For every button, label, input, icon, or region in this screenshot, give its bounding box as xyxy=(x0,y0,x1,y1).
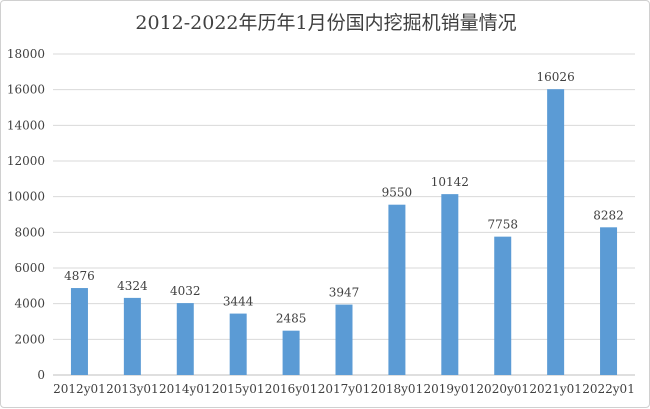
grid-lines xyxy=(53,53,635,376)
data-label: 3947 xyxy=(329,286,360,300)
x-tick-label: 2015y01 xyxy=(212,382,265,396)
x-tick-label: 2013y01 xyxy=(106,382,159,396)
data-label: 3444 xyxy=(223,295,254,309)
data-label: 16026 xyxy=(537,70,575,84)
x-tick-label: 2016y01 xyxy=(265,382,318,396)
data-label: 4324 xyxy=(117,279,148,293)
data-label: 8282 xyxy=(593,208,624,222)
bar xyxy=(388,204,406,375)
x-tick-label: 2022y01 xyxy=(582,382,635,396)
chart-title: 2012-2022年历年1月份国内挖掘机销量情况 xyxy=(135,12,516,34)
bar xyxy=(70,288,88,375)
y-axis-ticks: 0 2000 4000 6000 8000 10000 12000 14000 16000 180… xyxy=(7,47,45,382)
x-tick-label: 2020y01 xyxy=(476,382,529,396)
bar xyxy=(123,297,141,375)
bar xyxy=(335,304,353,375)
x-tick-label: 2019y01 xyxy=(424,382,477,396)
data-label: 9550 xyxy=(382,186,413,200)
x-tick-label: 2021y01 xyxy=(529,382,582,396)
bar xyxy=(176,303,194,375)
bar xyxy=(600,227,618,375)
data-label: 2485 xyxy=(276,312,307,326)
y-tick-label: 2000 xyxy=(14,332,45,346)
bar xyxy=(547,89,565,375)
x-tick-label: 2017y01 xyxy=(318,382,371,396)
x-tick-label: 2014y01 xyxy=(159,382,212,396)
data-label: 10142 xyxy=(431,175,469,189)
y-tick-label: 10000 xyxy=(7,190,45,204)
bar xyxy=(282,330,300,375)
y-tick-label: 16000 xyxy=(7,83,45,97)
data-label: 7758 xyxy=(487,218,518,232)
y-tick-label: 4000 xyxy=(14,297,45,311)
bar xyxy=(229,313,247,375)
bar xyxy=(494,236,512,375)
y-tick-label: 12000 xyxy=(7,154,45,168)
x-tick-label: 2018y01 xyxy=(371,382,424,396)
y-tick-label: 8000 xyxy=(14,225,45,239)
y-tick-label: 6000 xyxy=(14,261,45,275)
bar xyxy=(441,194,459,375)
data-label: 4032 xyxy=(170,284,201,298)
y-tick-label: 18000 xyxy=(7,47,45,61)
data-label: 4876 xyxy=(64,269,95,283)
bars xyxy=(70,89,618,375)
y-tick-label: 14000 xyxy=(7,118,45,132)
x-axis-ticks: 2012y01 2013y01 2014y01 2015y01 2016y01 2017y… xyxy=(53,382,635,396)
y-tick-label: 0 xyxy=(37,368,45,382)
x-tick-label: 2012y01 xyxy=(53,382,106,396)
data-labels: 4876 4324 4032 3444 2485 3947 9550 10142 7758 160… xyxy=(64,70,624,325)
